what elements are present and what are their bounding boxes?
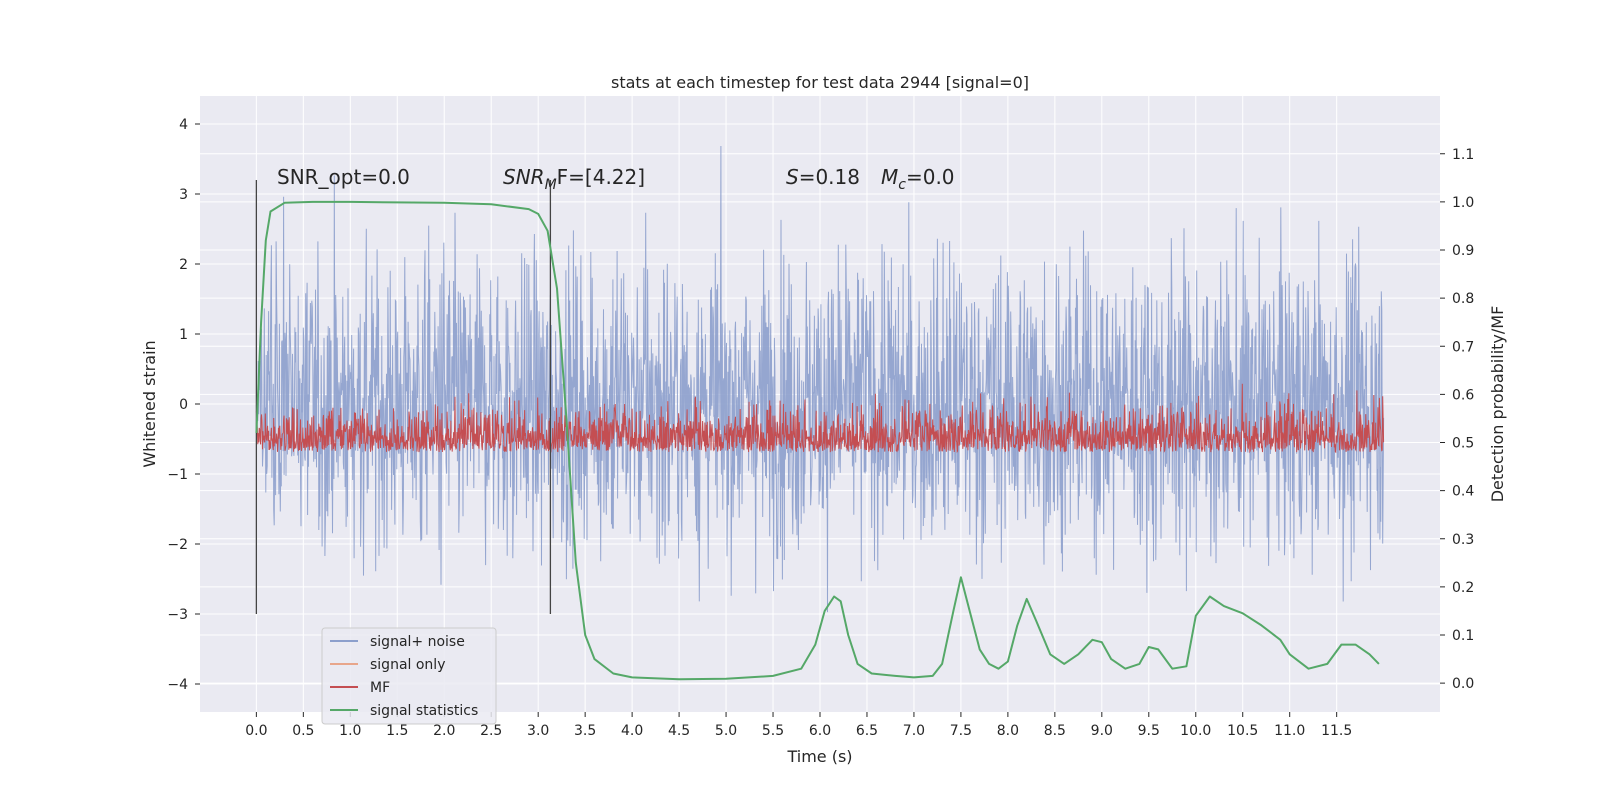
legend-label-signal-statistics: signal statistics	[370, 703, 478, 719]
y-tick-label: 0	[179, 397, 188, 413]
x-tick-label: 7.0	[903, 723, 925, 739]
signal-noise-line	[255, 145, 1385, 613]
y2-tick-label: 0.2	[1452, 580, 1474, 596]
y2-tick-label: 0.8	[1452, 291, 1474, 307]
annotation-snr-mf: SNRMF=[4.22]	[503, 165, 645, 193]
annotation-s: S=0.18	[786, 165, 860, 189]
annotation-snr-mf-sub: M	[545, 177, 557, 193]
y2-tick-label: 0.4	[1452, 484, 1474, 500]
signal-statistics-series	[255, 200, 1380, 681]
legend: signal+ noise signal only MF signal stat…	[321, 627, 497, 725]
mf-line	[255, 383, 1385, 454]
legend-box	[321, 627, 497, 725]
x-tick-label: 2.5	[480, 723, 502, 739]
x-tick-label: 3.5	[574, 723, 596, 739]
y-axis-label: Whitened strain	[140, 340, 159, 467]
annotation-mc: Mc=0.0	[881, 165, 955, 193]
y-tick-label: −3	[167, 607, 188, 623]
y2-axis-label: Detection probability/MF	[1488, 306, 1507, 503]
x-tick-label: 3.0	[527, 723, 549, 739]
x-axis-label: Time (s)	[786, 747, 852, 766]
legend-label-signal-only: signal only	[370, 657, 445, 673]
y2-tick-label: 1.0	[1452, 195, 1474, 211]
annotation-snr-mf-italic: SNR	[503, 165, 545, 189]
y-tick-label: −2	[167, 537, 188, 553]
legend-label-signal-noise: signal+ noise	[370, 634, 465, 650]
x-tick-label: 4.5	[668, 723, 690, 739]
y-tick-label: 4	[179, 117, 188, 133]
y2-tick-label: 0.7	[1452, 339, 1474, 355]
x-tick-label: 6.0	[809, 723, 831, 739]
x-tick-label: 11.5	[1321, 723, 1352, 739]
x-tick-label: 8.0	[997, 723, 1019, 739]
x-tick-label: 5.5	[762, 723, 784, 739]
x-tick-label: 0.0	[245, 723, 267, 739]
x-tick-label: 5.0	[715, 723, 737, 739]
x-tick-label: 11.0	[1274, 723, 1305, 739]
annotation-s-rest: =0.18	[799, 165, 860, 189]
x-tick-label: 1.0	[339, 723, 361, 739]
x-tick-label: 9.5	[1138, 723, 1160, 739]
x-tick-label: 0.5	[292, 723, 314, 739]
y-tick-label: −4	[167, 677, 188, 693]
x-axis-ticks: 0.0 0.5 1.0 1.5 2.0 2.5 3.0 3.5 4.0 4.5 5.0 5.5 6.0 6…	[245, 712, 1352, 739]
signal-statistics-line	[255, 200, 1380, 681]
y2-axis-ticks: 1.1 1.0 0.9 0.8 0.7 0.6 0.5 0.4 0.3 0.2 0.1 0.0	[1440, 147, 1474, 692]
legend-label-mf: MF	[370, 680, 390, 696]
annotation-snr-mf-rest: F=[4.22]	[557, 165, 645, 189]
annotation-mc-rest: =0.0	[906, 165, 955, 189]
signal-noise-series	[255, 145, 1385, 613]
annotation-s-italic: S	[786, 165, 799, 189]
y2-tick-label: 0.6	[1452, 387, 1474, 403]
x-tick-label: 10.5	[1227, 723, 1258, 739]
chart-title: stats at each timestep for test data 294…	[611, 73, 1029, 92]
y2-tick-label: 0.1	[1452, 628, 1474, 644]
x-tick-label: 9.0	[1091, 723, 1113, 739]
y-tick-label: 3	[179, 187, 188, 203]
x-tick-label: 1.5	[386, 723, 408, 739]
x-tick-label: 10.0	[1180, 723, 1211, 739]
y-axis-ticks: 4 3 2 1 0 −1 −2 −3 −4	[167, 117, 200, 693]
x-tick-label: 2.0	[433, 723, 455, 739]
y2-tick-label: 0.5	[1452, 436, 1474, 452]
y-tick-label: 2	[179, 257, 188, 273]
mf-series	[255, 383, 1385, 454]
x-tick-label: 8.5	[1044, 723, 1066, 739]
x-tick-label: 4.0	[621, 723, 643, 739]
y2-tick-label: 0.3	[1452, 532, 1474, 548]
y2-tick-label: 1.1	[1452, 147, 1474, 163]
x-tick-label: 6.5	[856, 723, 878, 739]
y-tick-label: −1	[167, 467, 188, 483]
y2-tick-label: 0.9	[1452, 243, 1474, 259]
y-tick-label: 1	[179, 327, 188, 343]
x-tick-label: 7.5	[950, 723, 972, 739]
annotation-mc-italic: M	[881, 165, 898, 189]
y2-tick-label: 0.0	[1452, 676, 1474, 692]
annotation-mc-sub: c	[898, 177, 906, 193]
annotation-snr-opt: SNR_opt=0.0	[277, 165, 410, 189]
